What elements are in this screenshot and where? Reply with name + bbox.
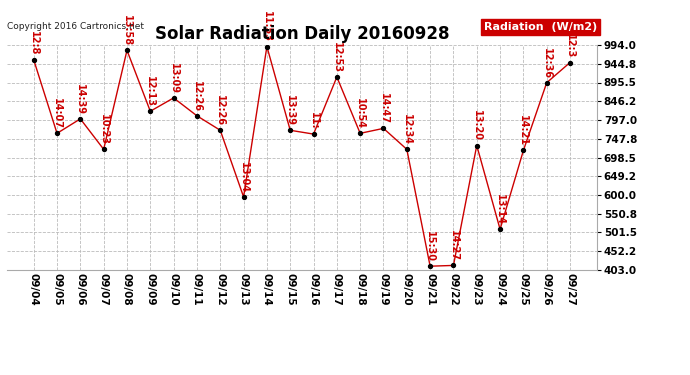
Text: 12:34: 12:34 [402, 114, 412, 145]
Text: 15:30: 15:30 [425, 231, 435, 262]
Text: 14:21: 14:21 [518, 115, 529, 146]
Text: 10:23: 10:23 [99, 114, 108, 145]
Point [308, 131, 319, 137]
Point [28, 57, 39, 63]
Text: 14:39: 14:39 [75, 84, 86, 115]
Text: 13:04: 13:04 [239, 162, 248, 193]
Text: 13:39: 13:39 [285, 95, 295, 126]
Text: 13:58: 13:58 [122, 15, 132, 46]
Point [448, 262, 459, 268]
Text: 12:26: 12:26 [192, 81, 202, 112]
Point [238, 194, 249, 200]
Text: 10:54: 10:54 [355, 98, 365, 129]
Title: Solar Radiation Daily 20160928: Solar Radiation Daily 20160928 [155, 26, 449, 44]
Point [402, 146, 413, 152]
Point [52, 130, 63, 136]
Point [355, 130, 366, 136]
Point [331, 74, 342, 80]
Text: 12:53: 12:53 [332, 42, 342, 73]
Point [518, 147, 529, 153]
Point [564, 60, 575, 66]
Point [75, 116, 86, 122]
Text: Copyright 2016 Cartronics.net: Copyright 2016 Cartronics.net [7, 22, 144, 32]
Point [98, 146, 109, 152]
Point [168, 95, 179, 101]
Text: Radiation  (W/m2): Radiation (W/m2) [484, 22, 597, 32]
Text: 12:26: 12:26 [215, 95, 225, 126]
Text: 14:47: 14:47 [379, 93, 388, 124]
Text: 12:8: 12:8 [29, 31, 39, 56]
Point [191, 113, 202, 119]
Point [262, 44, 273, 50]
Text: 14:27: 14:27 [448, 230, 458, 261]
Text: 11:53: 11:53 [262, 11, 272, 42]
Text: 12:3: 12:3 [565, 34, 575, 58]
Text: 13:14: 13:14 [495, 194, 505, 225]
Text: 13:09: 13:09 [168, 63, 179, 94]
Point [495, 226, 506, 232]
Point [541, 80, 552, 86]
Point [424, 263, 435, 269]
Text: 12:36: 12:36 [542, 48, 552, 78]
Point [121, 47, 132, 53]
Point [215, 127, 226, 133]
Text: 14:07: 14:07 [52, 98, 62, 129]
Point [145, 108, 156, 114]
Point [285, 127, 296, 133]
Point [378, 125, 389, 131]
Text: 12:13: 12:13 [146, 76, 155, 107]
Text: 11:: 11: [308, 112, 319, 130]
Point [471, 142, 482, 148]
Text: 13:20: 13:20 [472, 110, 482, 141]
